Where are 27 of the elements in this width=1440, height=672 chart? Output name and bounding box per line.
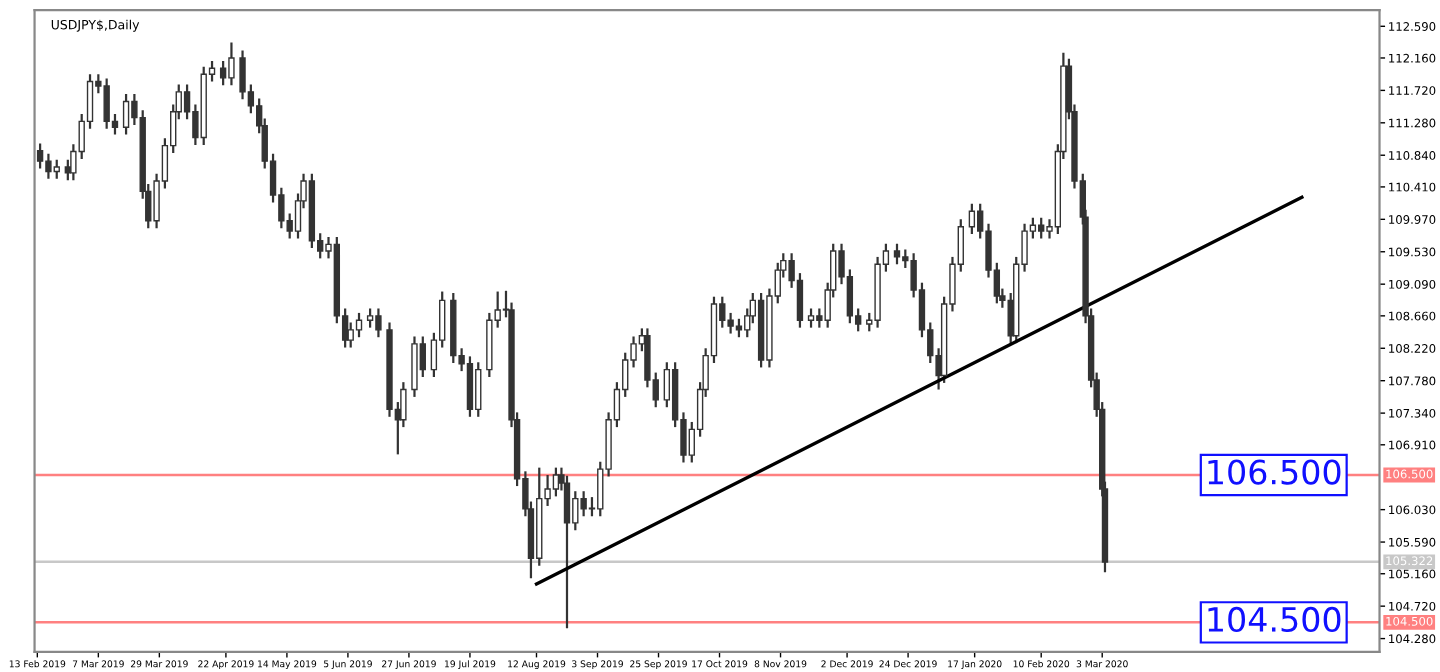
candlestick [355,311,363,339]
candlestick [727,311,734,335]
candlestick [475,361,482,418]
candlestick [552,466,560,498]
candlestick [366,307,374,329]
candlestick [563,474,571,630]
candlestick [375,307,382,339]
candlestick [807,307,815,329]
candlestick [228,41,235,87]
candlestick [122,92,130,136]
candlestick [239,49,246,101]
candlestick [36,142,44,170]
candlestick [572,490,579,532]
candlestick [893,242,901,266]
annotation: 104.500 [1208,606,1341,633]
candlestick [968,202,976,236]
candlestick [411,335,418,399]
candlestick [466,355,474,418]
candlestick [53,158,60,180]
annotation: 106.500 [1208,459,1341,485]
candlestick [45,152,52,180]
candlestick [580,490,587,518]
candlestick [219,59,227,87]
candlestick [103,77,110,130]
candlestick [1038,216,1045,240]
candlestick [347,321,354,349]
candlestick [735,317,743,339]
